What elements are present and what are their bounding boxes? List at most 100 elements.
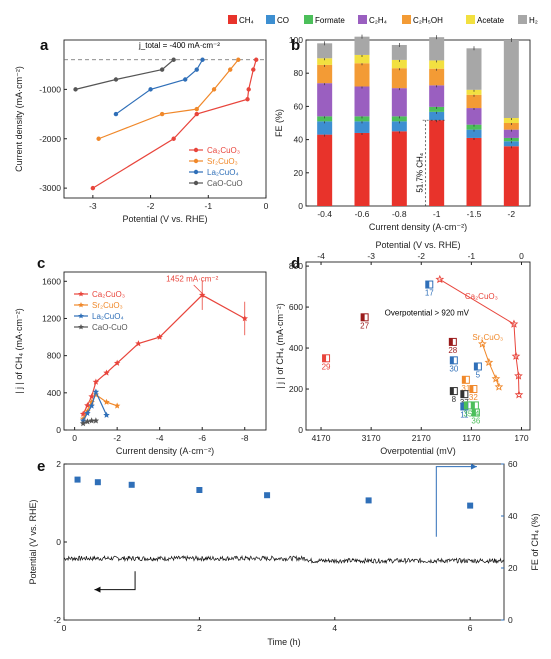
bar-segment [354,121,370,133]
data-point [148,87,153,92]
bar-segment [429,120,445,206]
legend-marker [193,169,199,175]
bar-segment [429,111,445,121]
reference-marker-fill [472,409,476,417]
legend-label: La₂CuO₄ [92,312,124,321]
y-axis-label: Current density (mA·cm⁻²) [14,66,24,172]
x-tick-label: 2 [197,623,202,633]
y-axis-label: | j | of CH₄ (mA·cm⁻²) [14,308,24,394]
y-axis-label: Potential (V vs. RHE) [28,499,38,584]
data-point [228,67,233,72]
data-point [96,136,101,141]
bar-segment [503,141,519,147]
data-point [92,378,100,385]
legend-marker [78,291,84,297]
data-point [200,57,205,62]
bar-segment [317,83,333,117]
data-point [484,357,494,367]
x-tick-label: -2 [508,209,516,219]
y-axis-label: FE (%) [274,109,284,137]
reference-marker-fill [450,387,454,395]
reference-label: 8 [452,395,457,404]
panel-a-frame [63,39,267,199]
top-x-tick-label: -4 [317,251,325,261]
data-point [92,388,100,395]
bar-segment [317,121,333,135]
data-point [236,57,241,62]
reference-marker-fill [425,281,430,289]
legend-label: CaO-CuO [207,179,243,188]
bar-segment [466,48,482,90]
reference-marker-fill [449,338,453,346]
y-tick-label: 400 [47,388,61,398]
left-axis-arrowhead [94,586,101,593]
x-tick-label: -4 [156,433,164,443]
legend-label: Ca₂CuO₃ [207,146,240,155]
data-point [511,351,521,360]
reference-marker-fill [474,362,478,370]
data-point [90,185,96,191]
data-point [245,97,250,102]
legend-marker [78,324,84,330]
bar-segment [317,116,333,122]
y-tick-label: 40 [294,135,304,145]
top-x-tick-label: -3 [367,251,375,261]
bar-segment [466,89,482,95]
series-line [75,59,175,90]
x-tick-label: 6 [468,623,473,633]
data-point [156,333,163,340]
y-tick-label: 1200 [42,313,61,323]
x-axis-label: Potential (V vs. RHE) [122,214,207,224]
bar-segment [391,121,407,132]
panel-c-chart: 0 -2 -4 -6 -8 0 400 800 1200 1600 Current density … [14,271,267,456]
x-tick-label: -2 [113,433,121,443]
legend-label: Ca₂CuO₃ [92,290,125,299]
data-point [73,87,78,92]
bar-segment [317,64,333,84]
legend-label: La₂CuO₄ [207,168,239,177]
y-tick-label: -2 [53,615,61,625]
panel-letter-c: c [37,255,45,272]
bar-segment [429,106,445,112]
data-point [88,398,95,405]
y-tick-label: 800 [289,261,303,271]
reference-marker-fill [464,401,468,409]
bar-segment [354,36,370,55]
reference-label: 11 [460,410,469,419]
legend-swatch [304,15,313,24]
x-tick-label: 2170 [412,433,431,443]
bar-segment [317,58,333,65]
data-point [159,111,165,117]
data-point [478,339,487,348]
top-x-tick-label: 0 [519,251,524,261]
series-line [439,278,520,395]
panel-c-frame [63,271,267,431]
series-label: Sr₂CuO₃ [472,333,503,342]
bar-segment [354,86,370,117]
y-tick-label: 400 [289,343,303,353]
x-tick-label: -0.4 [317,209,332,219]
fe-data-point [264,492,271,499]
legend-marker [193,180,199,186]
x-tick-label: -0.6 [355,209,370,219]
panel-letter-e: e [37,458,45,475]
bar-segment [503,129,519,138]
x-tick-label: -2 [147,201,155,211]
annotation: 51.7% CH₄ [416,153,425,193]
legend-swatch [228,15,237,24]
y-tick-label: 20 [294,168,304,178]
y-tick-label: 80 [294,68,304,78]
data-point [84,418,91,425]
bar-segment [354,132,370,206]
x-tick-label: -8 [241,433,249,443]
fe-data-point [128,481,135,488]
reference-label: 28 [448,346,457,355]
data-point [88,402,95,409]
bar-segment [466,137,482,206]
series-line [115,59,204,115]
fe-data-point [94,479,101,486]
bar-segment [503,40,519,119]
legend-swatch [402,15,411,24]
